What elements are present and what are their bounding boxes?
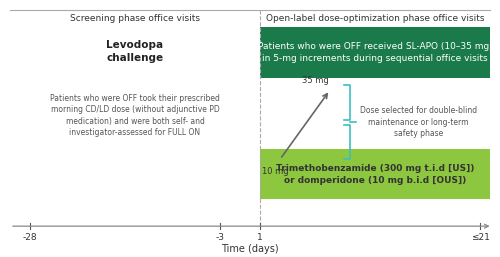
Bar [260, 27, 490, 78]
Text: Time (days): Time (days) [221, 244, 279, 254]
Text: Levodopa
challenge: Levodopa challenge [106, 40, 164, 63]
Text: 35 mg: 35 mg [302, 76, 328, 85]
Text: Screening phase office visits: Screening phase office visits [70, 14, 200, 23]
Text: 10 mg: 10 mg [262, 167, 288, 176]
Text: ≤21: ≤21 [470, 233, 490, 242]
Text: -28: -28 [22, 233, 38, 242]
Text: Patients who were OFF received SL-APO (10–35 mg)
in 5-mg increments during seque: Patients who were OFF received SL-APO (1… [258, 42, 492, 63]
Text: -3: -3 [216, 233, 224, 242]
Bar [260, 149, 490, 199]
Text: Dose selected for double-blind
maintenance or long-term
safety phase: Dose selected for double-blind maintenan… [360, 106, 477, 138]
Text: Open-label dose-optimization phase office visits: Open-label dose-optimization phase offic… [266, 14, 484, 23]
Text: 1: 1 [257, 233, 263, 242]
Text: Patients who were OFF took their prescribed
morning CD/LD dose (without adjuncti: Patients who were OFF took their prescri… [50, 94, 220, 137]
Text: Trimethobenzamide (300 mg t.i.d [US])
or domperidone (10 mg b.i.d [OUS]): Trimethobenzamide (300 mg t.i.d [US]) or… [276, 164, 474, 185]
